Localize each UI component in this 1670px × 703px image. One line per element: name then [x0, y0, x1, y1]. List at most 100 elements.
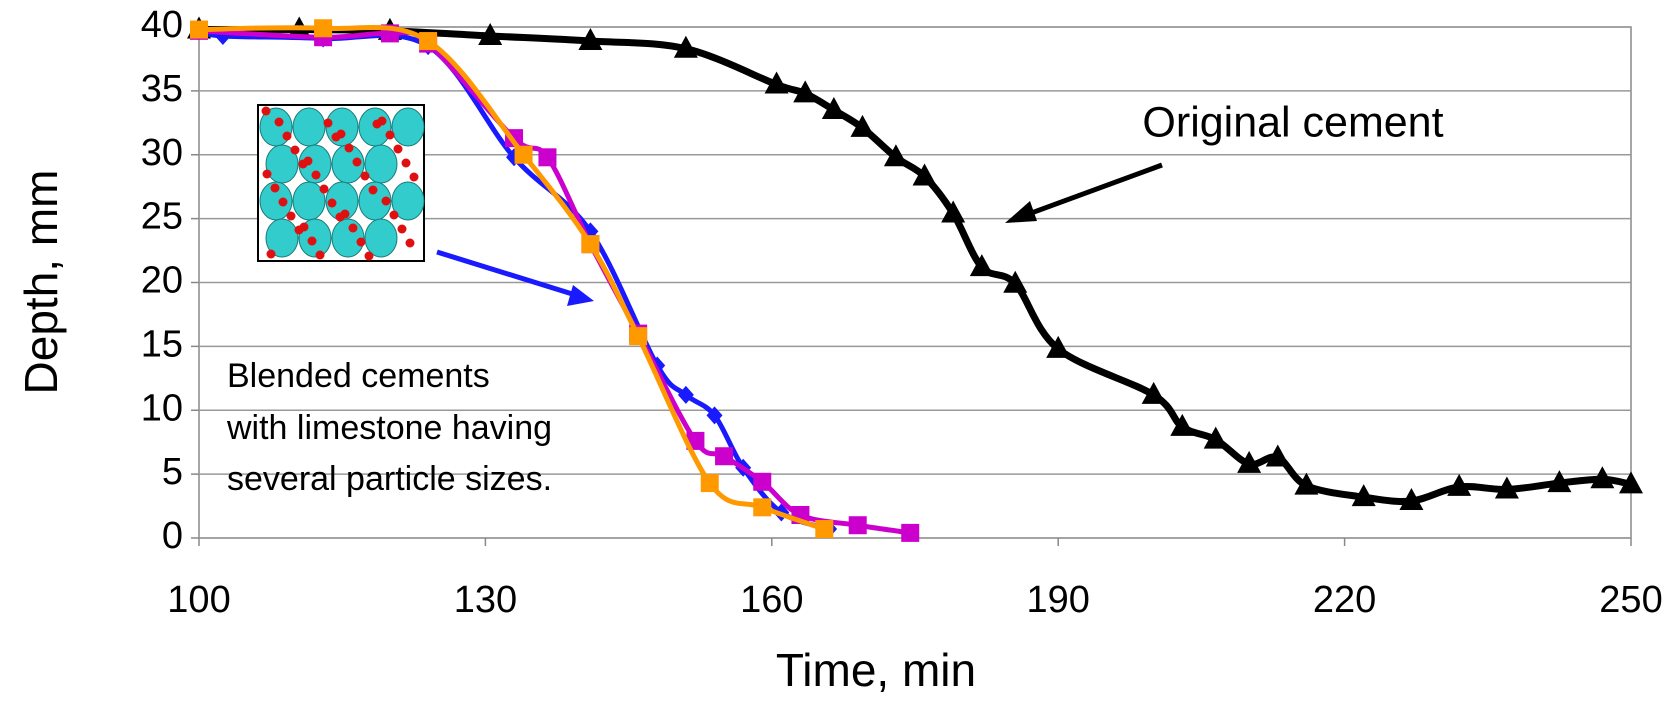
y-tick-label: 20: [141, 260, 183, 302]
fine-particle: [282, 131, 292, 141]
fine-particle: [356, 237, 366, 247]
fine-particle: [261, 106, 271, 116]
fine-particle: [315, 250, 325, 260]
x-tick-label: 220: [1313, 579, 1376, 621]
x-axis-label: Time, min: [776, 644, 976, 696]
marker: [764, 71, 789, 94]
marker: [1046, 335, 1071, 358]
marker: [677, 385, 694, 404]
marker: [1351, 484, 1376, 507]
fine-particle: [368, 185, 378, 195]
marker: [850, 114, 875, 137]
particle: [391, 107, 425, 147]
y-tick-label: 5: [162, 451, 183, 493]
fine-particle: [274, 117, 284, 127]
fine-particle: [336, 129, 346, 139]
marker: [941, 200, 966, 223]
marker: [821, 97, 846, 120]
marker: [1141, 381, 1166, 404]
marker: [1294, 472, 1319, 495]
marker: [629, 327, 648, 346]
y-axis-label: Depth, mm: [15, 170, 67, 395]
plot: [187, 16, 1643, 542]
x-tick-label: 160: [740, 579, 803, 621]
fine-particle: [307, 236, 317, 246]
marker: [1547, 470, 1572, 493]
fine-particle: [381, 196, 391, 206]
fine-particle: [397, 224, 407, 234]
fine-particle: [286, 211, 296, 221]
fine-particle: [393, 144, 403, 154]
annotation: with limestone having: [226, 409, 552, 447]
fine-particle: [344, 143, 354, 153]
fine-particle: [290, 145, 300, 155]
marker: [538, 148, 557, 167]
marker: [848, 516, 867, 535]
marker: [1203, 426, 1228, 449]
y-tick-label: 40: [141, 4, 183, 46]
fine-particle: [364, 251, 374, 261]
marker: [969, 254, 994, 277]
fine-particle: [409, 172, 419, 182]
y-tick-label: 10: [141, 387, 183, 429]
fine-particle: [270, 183, 280, 193]
particle: [292, 107, 326, 147]
fine-particle: [266, 249, 276, 259]
x-tick-label: 130: [454, 579, 517, 621]
marker: [815, 520, 834, 539]
marker: [314, 19, 333, 38]
arrow-head: [1005, 201, 1037, 223]
marker: [706, 406, 723, 425]
marker: [214, 26, 231, 45]
fine-particle: [323, 118, 333, 128]
fine-particle: [385, 130, 395, 140]
marker: [1619, 471, 1643, 494]
marker: [673, 35, 698, 58]
marker: [419, 32, 438, 51]
marker: [883, 144, 908, 167]
fine-particle: [348, 223, 358, 233]
y-tick-label: 30: [141, 132, 183, 174]
marker: [901, 523, 920, 542]
fine-particle: [278, 197, 288, 207]
marker: [1170, 413, 1195, 436]
arrow: [436, 249, 583, 300]
fine-particle: [303, 156, 313, 166]
marker: [1237, 450, 1262, 473]
fine-particle: [340, 209, 350, 219]
arrow: [1014, 162, 1163, 222]
marker: [1494, 476, 1519, 499]
marker: [700, 474, 719, 493]
particle: [364, 218, 398, 258]
marker: [1590, 466, 1615, 489]
y-tick-label: 15: [141, 323, 183, 365]
fine-particle: [401, 158, 411, 168]
particle-inset: [257, 104, 425, 262]
fine-particle: [319, 184, 329, 194]
grid: [191, 26, 1632, 546]
fine-particle: [360, 171, 370, 181]
marker: [715, 447, 734, 466]
series-line: [198, 24, 826, 532]
marker: [478, 22, 503, 45]
y-tick-label: 35: [141, 68, 183, 110]
x-tick-label: 250: [1599, 579, 1662, 621]
fine-particle: [262, 169, 272, 179]
fine-particle: [405, 238, 415, 248]
annotation: Blended cements: [227, 357, 490, 395]
particle: [265, 218, 299, 258]
marker: [581, 235, 600, 254]
marker: [1447, 473, 1472, 496]
x-tick-label: 190: [1026, 579, 1089, 621]
y-tick-label: 0: [162, 515, 183, 557]
particle: [364, 144, 398, 184]
marker: [1003, 270, 1028, 293]
fine-particle: [377, 116, 387, 126]
y-tick-label: 25: [141, 196, 183, 238]
marker: [753, 498, 772, 517]
marker: [1399, 487, 1424, 510]
arrow-head: [567, 285, 594, 306]
fine-particle: [299, 222, 309, 232]
marker: [1265, 444, 1290, 467]
